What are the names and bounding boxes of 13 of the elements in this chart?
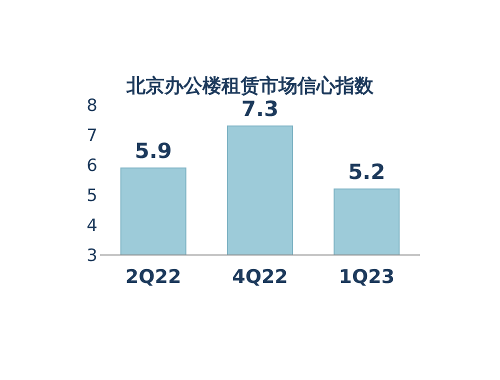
x-tick-label: 4Q22 bbox=[232, 266, 288, 288]
y-tick-label: 7 bbox=[86, 126, 98, 146]
y-tick-label: 8 bbox=[86, 96, 98, 116]
x-tick-label: 1Q23 bbox=[338, 266, 395, 288]
y-tick-label: 5 bbox=[86, 186, 98, 206]
data-label: 7.3 bbox=[241, 97, 279, 121]
y-tick-label: 6 bbox=[86, 156, 98, 176]
y-tick-label: 3 bbox=[86, 246, 98, 266]
chart-title: 北京办公楼租赁市场信心指数 bbox=[126, 75, 374, 97]
x-tick-label: 2Q22 bbox=[125, 266, 182, 288]
data-label: 5.2 bbox=[348, 160, 386, 184]
data-label: 5.9 bbox=[134, 139, 172, 163]
y-tick-label: 4 bbox=[86, 216, 98, 236]
